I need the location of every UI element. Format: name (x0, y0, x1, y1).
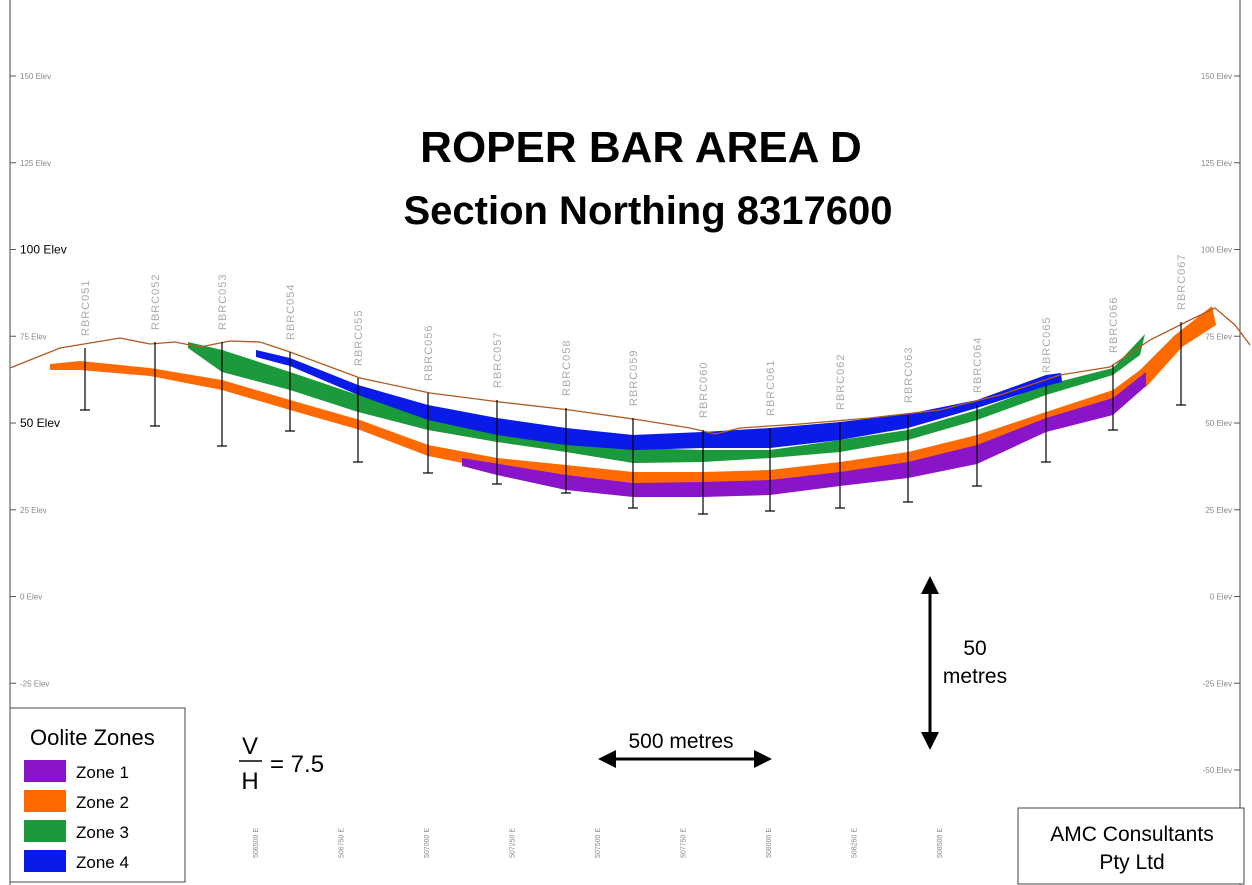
elevation-label: -50 Elev (1203, 766, 1232, 775)
elevation-label: 0 Elev (20, 593, 42, 602)
elevation-label: 50 Elev (1205, 419, 1232, 428)
drillhole-label: RBRC063 (903, 346, 915, 403)
drillhole-label: RBRC057 (492, 331, 504, 388)
legend-title: Oolite Zones (30, 725, 155, 750)
drillhole-label: RBRC061 (765, 359, 777, 416)
zone-4 (256, 350, 1062, 450)
legend-swatch (24, 820, 66, 842)
legend-label: Zone 3 (76, 823, 129, 842)
ratio-value: = 7.5 (270, 751, 324, 778)
credit-line: AMC Consultants (1050, 823, 1213, 846)
drillhole-label: RBRC058 (561, 339, 573, 396)
easting-label: 508250 E (852, 828, 859, 858)
arrow-head (598, 750, 616, 768)
elevation-label: 75 Elev (1205, 332, 1232, 341)
drillhole-label: RBRC066 (1108, 296, 1120, 353)
elevation-label: 100 Elev (20, 243, 67, 257)
subtitle: Section Northing 8317600 (403, 189, 892, 233)
arrow-head (754, 750, 772, 768)
drillholes: RBRC051 RBRC052 RBRC053 RBRC054 RBRC055 RBRC0… (80, 253, 1188, 515)
elevation-label: 75 Elev (20, 332, 47, 341)
easting-label: 507750 E (681, 828, 688, 858)
credit-box (1017, 807, 1245, 885)
legend-swatch (24, 760, 66, 782)
ratio-h: H (241, 768, 258, 795)
easting-label: 506500 E (253, 828, 260, 858)
elevation-label: 150 Elev (20, 72, 51, 81)
easting-label: 506750 E (339, 828, 346, 858)
drillhole-label: RBRC056 (423, 324, 435, 381)
vertical-scale-unit: metres (943, 665, 1007, 688)
drillhole-label: RBRC064 (972, 336, 984, 393)
elevation-label: 25 Elev (20, 506, 47, 515)
elevation-label: -25 Elev (1203, 679, 1232, 688)
elevation-label: 125 Elev (1201, 159, 1232, 168)
arrow-head (921, 576, 939, 594)
arrow-head (921, 732, 939, 750)
drillhole-label: RBRC052 (150, 273, 162, 330)
easting-label: 507250 E (510, 828, 517, 858)
grid: 150 Elev 125 Elev 100 Elev 75 Elev 50 Elev 25… (10, 72, 1240, 858)
drillhole-label: RBRC062 (835, 353, 847, 410)
topography (9, 307, 1251, 435)
elevation-label: 50 Elev (20, 416, 60, 430)
horizontal-scale-label: 500 metres (628, 730, 733, 753)
easting-label: 507000 E (424, 828, 431, 858)
easting-label: 508000 E (766, 828, 773, 858)
drillhole-label: RBRC065 (1041, 316, 1053, 373)
credit-line: Pty Ltd (1099, 851, 1164, 874)
vertical-scale-value: 50 (963, 637, 986, 660)
legend: Zone 1 Zone 2 Zone 3 Zone 4 (24, 760, 129, 872)
legend-swatch (24, 790, 66, 812)
elevation-label: 125 Elev (20, 159, 51, 168)
ratio-v: V (242, 733, 258, 760)
legend-label: Zone 4 (76, 853, 129, 872)
drillhole-label: RBRC060 (698, 361, 710, 418)
easting-label: 508500 E (937, 828, 944, 858)
legend-label: Zone 1 (76, 763, 129, 782)
drillhole-label: RBRC054 (285, 283, 297, 340)
elevation-label: 100 Elev (1201, 246, 1232, 255)
elevation-label: 0 Elev (1210, 593, 1232, 602)
legend-label: Zone 2 (76, 793, 129, 812)
easting-label: 507500 E (595, 828, 602, 858)
zone-3 (188, 334, 1145, 463)
elevation-label: 150 Elev (1201, 72, 1232, 81)
drillhole-label: RBRC059 (628, 349, 640, 406)
zone-1 (462, 372, 1146, 497)
elevation-label: 25 Elev (1205, 506, 1232, 515)
legend-swatch (24, 850, 66, 872)
drillhole-label: RBRC067 (1176, 253, 1188, 310)
drillhole-label: RBRC053 (217, 273, 229, 330)
drillhole-label: RBRC055 (353, 309, 365, 366)
title: ROPER BAR AREA D (420, 123, 862, 172)
drillhole-label: RBRC051 (80, 279, 92, 336)
elevation-label: -25 Elev (20, 679, 49, 688)
